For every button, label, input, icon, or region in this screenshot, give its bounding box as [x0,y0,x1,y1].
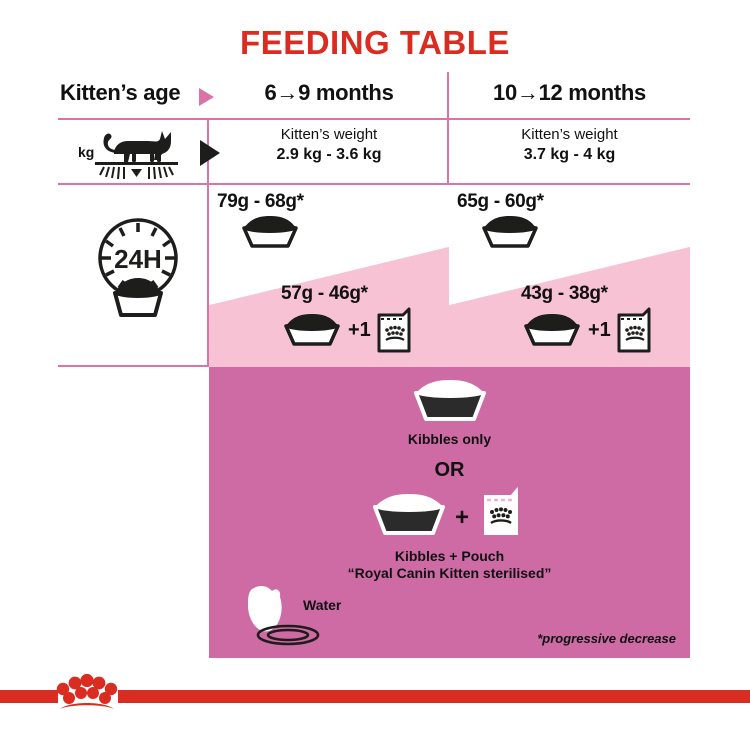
kibble-bowl-icon [524,314,580,346]
amount-text: 79g - 68g* [217,191,304,212]
plus-one-label: +1 [588,318,611,341]
weight-cell-col1: Kitten’s weight 2.9 kg - 3.6 kg [209,126,449,165]
kibbles-only-label: Kibbles only [407,431,492,447]
clock-label: 24H [114,244,162,274]
grid-line-weight-bottom [58,183,690,185]
kibbles-pouch-amount-col1: 57g - 46g* +1 [281,283,412,353]
royal-canin-crown-logo [52,668,122,714]
kibbles-pouch-amount-col2: 43g - 38g* +1 [521,283,652,353]
feeding-band-col2: 65g - 60g* 43g - 38g* +1 [449,185,690,367]
weight-value: 3.7 kg - 4 kg [523,145,616,163]
amount-text: 65g - 60g* [457,191,544,212]
pouch-icon [377,307,411,353]
plus-one-label: +1 [348,318,371,341]
page-title: FEEDING TABLE [240,24,510,61]
weight-value: 2.9 kg - 3.6 kg [276,145,382,163]
kibble-bowl-icon [284,314,340,346]
kibbles-only-amount-col2: 65g - 60g* [457,191,544,249]
pouch-icon [617,307,651,353]
legend-panel: Kibbles only OR + Kibbles + Pouch “Royal… [209,367,690,658]
footer-bar-right [118,690,750,703]
amount-text: 57g - 46g* [281,283,368,304]
weight-label: Kitten’s weight [280,126,378,143]
kibble-bowl-white-icon [414,380,486,421]
pouch-white-icon [484,487,518,535]
water-label: Water [303,597,342,613]
kibbles-pouch-label: Kibbles + Pouch [394,548,505,564]
amount-text: 43g - 38g* [521,283,608,304]
kibble-bowl-icon [242,216,298,248]
24h-clock-bowl-icon: 24H [88,210,188,325]
kibble-bowl-icon [482,216,538,248]
kg-unit-label: kg [78,144,95,160]
or-label: OR [434,459,465,481]
cat-drinking-water-icon [248,585,320,646]
weight-label: Kitten’s weight [521,126,618,143]
footnote-progressive-decrease: *progressive decrease [537,631,676,646]
weight-cell-col2: Kitten’s weight 3.7 kg - 4 kg [449,126,690,165]
feeding-band-col1: 79g - 68g* 57g - 46g* +1 [209,185,449,367]
grid-line-top [58,118,690,120]
row-header-kittens-age: Kitten’s age [60,80,181,105]
cat-on-scale-icon: kg [70,124,200,182]
kibbles-only-amount-col1: 79g - 68g* [217,191,304,249]
kibble-bowl-white-icon [373,494,445,535]
plus-sign-icon: + [455,504,470,531]
grid-line-vertical-left [207,118,209,367]
triangle-right-icon [199,88,214,106]
footer-bar-left [0,690,58,703]
column-header-10-12-months: 10→12 months [493,80,646,105]
triangle-right-black-icon [200,140,220,166]
column-header-6-9-months: 6→9 months [264,80,394,105]
product-name-label: “Royal Canin Kitten sterilised” [347,565,552,581]
